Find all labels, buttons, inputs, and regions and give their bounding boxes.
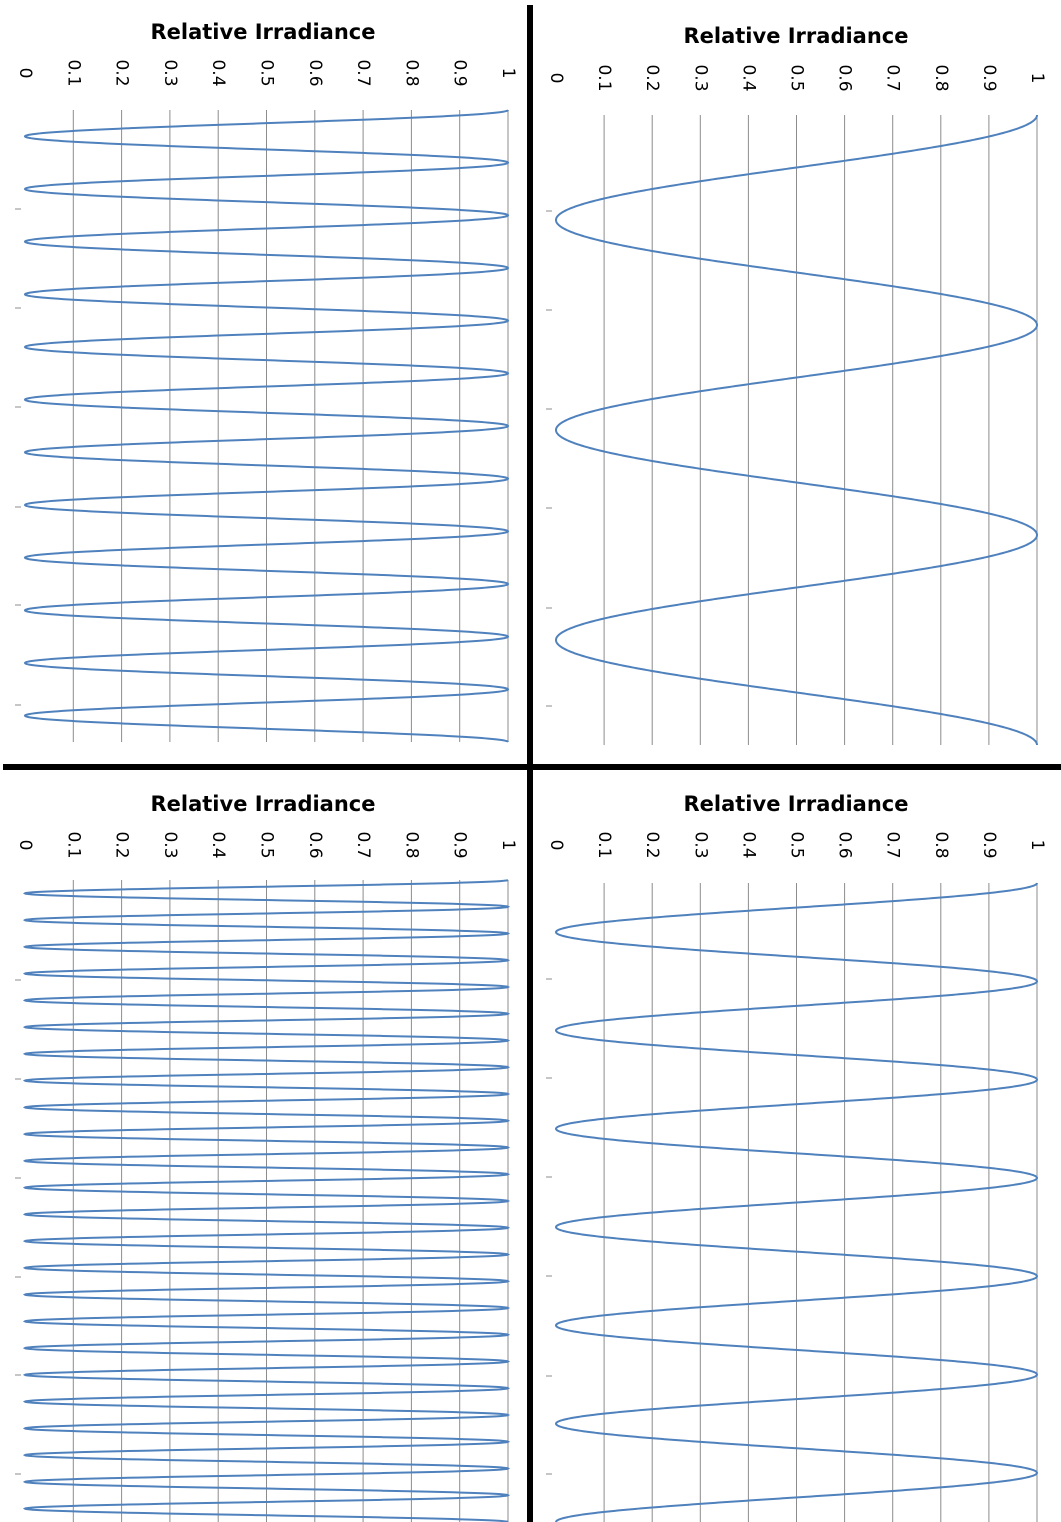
value-tick-label: 0.3 xyxy=(160,831,180,858)
value-tick-label: 0.1 xyxy=(63,831,83,858)
chart-panel-2: Relative Irradiance 0 0.1 0.2 0.3 0.4 0.5 0.6 0.… xyxy=(546,24,1047,746)
value-tick-label: 0.9 xyxy=(450,59,470,86)
value-tick-label: 0.5 xyxy=(257,831,277,858)
value-tick-label: 0.7 xyxy=(883,64,903,91)
value-tick-label: 0.9 xyxy=(979,831,999,858)
irradiance-series-line xyxy=(22,879,511,1522)
value-tick-label: 0.5 xyxy=(787,831,807,858)
value-tick-label: 0.8 xyxy=(401,831,421,858)
value-tick-label: 0.7 xyxy=(883,831,903,858)
value-tick-label: 0.2 xyxy=(112,831,132,858)
value-tick-label: 0.8 xyxy=(401,59,421,86)
value-tick-label: 0.6 xyxy=(305,59,325,86)
value-tick-label: 0.1 xyxy=(63,59,83,86)
value-tick-label: 0 xyxy=(15,68,35,79)
value-tick-label: 0.3 xyxy=(160,59,180,86)
value-tick-label: 0 xyxy=(15,840,35,851)
value-tick-label: 0.1 xyxy=(594,64,614,91)
value-tick-label: 0.5 xyxy=(787,64,807,91)
chart-title: Relative Irradiance xyxy=(683,24,908,48)
value-tick-label: 1 xyxy=(1027,840,1047,851)
chart-title: Relative Irradiance xyxy=(150,792,375,816)
irradiance-series-line xyxy=(23,109,510,743)
value-tick-label: 0.3 xyxy=(690,64,710,91)
value-tick-label: 0.3 xyxy=(690,831,710,858)
value-tick-label: 0.9 xyxy=(979,64,999,91)
value-tick-label: 0.7 xyxy=(353,831,373,858)
value-tick-label: 0.8 xyxy=(931,64,951,91)
value-tick-label: 0.7 xyxy=(353,59,373,86)
value-tick-label: 0.8 xyxy=(931,831,951,858)
value-tick-label: 1 xyxy=(498,68,518,79)
value-tick-label: 0.2 xyxy=(642,64,662,91)
value-tick-label: 0.6 xyxy=(835,64,855,91)
value-tick-label: 0.4 xyxy=(738,64,758,91)
chart-title: Relative Irradiance xyxy=(150,20,375,44)
value-tick-label: 0.1 xyxy=(594,831,614,858)
value-tick-label: 0.9 xyxy=(450,831,470,858)
value-tick-label: 0.6 xyxy=(835,831,855,858)
value-tick-label: 0.4 xyxy=(208,831,228,858)
value-tick-label: 0.6 xyxy=(305,831,325,858)
value-tick-label: 0 xyxy=(546,840,566,851)
value-tick-label: 1 xyxy=(498,840,518,851)
value-tick-label: 0.4 xyxy=(738,831,758,858)
value-tick-label: 0.5 xyxy=(257,59,277,86)
chart-panel-4: Relative Irradiance 0 0.1 0.2 0.3 0.4 0.5 0.6 0.… xyxy=(546,792,1047,1522)
value-tick-label: 0 xyxy=(546,73,566,84)
value-tick-label: 0.4 xyxy=(208,59,228,86)
chart-title: Relative Irradiance xyxy=(683,792,908,816)
chart-panel-3: Relative Irradiance 0 0.1 0.2 0.3 0.4 0.5 0.6 0.… xyxy=(15,792,518,1522)
value-tick-label: 0.2 xyxy=(642,831,662,858)
value-tick-label: 1 xyxy=(1027,73,1047,84)
irradiance-series-line xyxy=(554,882,1039,1522)
value-tick-label: 0.2 xyxy=(112,59,132,86)
irradiance-series-line xyxy=(554,114,1039,746)
chart-panel-1: Relative Irradiance 0 0.1 0.2 0.3 0.4 0.5 0.6 0.… xyxy=(15,20,518,743)
